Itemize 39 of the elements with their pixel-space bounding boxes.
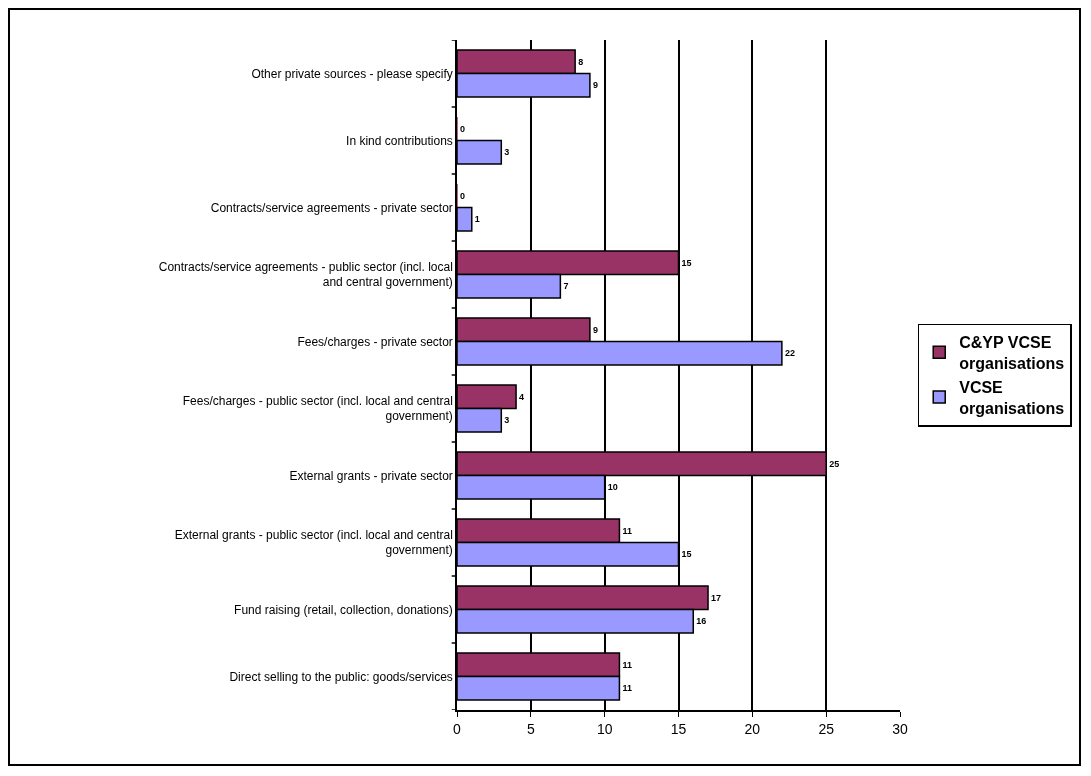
y-tick-label: External grants - public sector (incl. local and central government) (174, 527, 453, 558)
y-tick-label: Fund raising (retail, collection, donations) (234, 602, 453, 617)
data-label: 15 (681, 257, 692, 268)
legend-label: VCSE organisations (959, 378, 1065, 417)
x-tick-label: 0 (453, 720, 462, 737)
data-label: 11 (622, 683, 632, 694)
x-tick-label: 15 (670, 720, 687, 737)
y-tick-label: External grants - private sector (289, 468, 453, 483)
x-tick-label: 10 (596, 720, 613, 737)
data-label: 7 (563, 281, 569, 292)
data-label: 22 (784, 348, 795, 359)
data-label: 11 (622, 659, 632, 670)
data-label: 0 (460, 123, 466, 134)
data-label: 17 (711, 592, 722, 603)
y-tick-label: Contracts/service agreements - public sector (incl. local and central government) (158, 259, 453, 290)
y-tick-label: In kind contributions (346, 133, 453, 148)
x-tick-label: 25 (818, 720, 835, 737)
x-tick-label: 5 (526, 720, 535, 737)
data-label: 0 (460, 190, 466, 201)
data-label: 3 (504, 147, 510, 158)
legend-label: C&YP VCSE organisations (959, 334, 1065, 372)
data-label: 9 (592, 80, 598, 91)
y-tick-label: Fees/charges - public sector (incl. local and central government) (182, 393, 453, 424)
data-label: 25 (829, 458, 840, 469)
y-tick-label: Fees/charges - private sector (297, 334, 453, 349)
data-label: 1 (474, 214, 480, 225)
data-label: 10 (607, 482, 618, 493)
y-tick-label: Contracts/service agreements - private sector (210, 200, 453, 215)
data-label: 4 (519, 391, 525, 402)
data-label: 16 (696, 616, 707, 627)
data-label: 8 (578, 56, 584, 67)
y-tick-label: Direct selling to the public: goods/services (229, 669, 453, 684)
data-label: 11 (622, 525, 632, 536)
x-tick-label: 20 (744, 720, 761, 737)
data-label: 3 (504, 415, 510, 426)
data-label: 15 (681, 549, 692, 560)
data-label: 9 (592, 324, 598, 335)
x-tick-label: 30 (892, 720, 908, 737)
y-tick-label: Other private sources - please specify (251, 66, 453, 81)
